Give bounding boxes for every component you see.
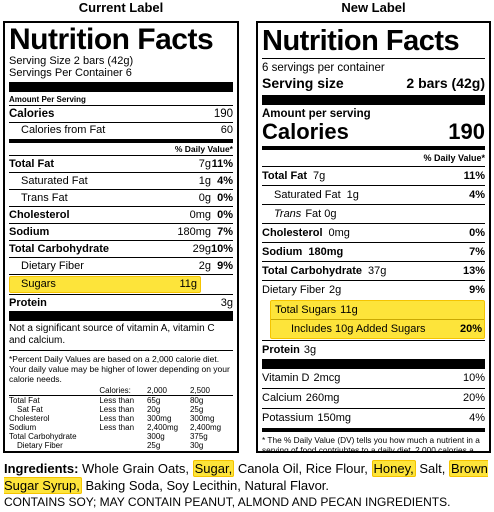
- ingredient-text: Whole Grain Oats,: [82, 461, 189, 476]
- current-serving-size: Serving Size 2 bars (42g): [9, 55, 134, 67]
- ingredients-label: Ingredients:: [4, 461, 79, 476]
- new-label-header: New Label: [341, 0, 406, 15]
- new-calcium-row: Calcium 260mg 20%: [262, 388, 485, 408]
- new-vitamin-d-row: Vitamin D 2mcg 10%: [262, 372, 485, 384]
- current-trans-fat-row: Trans Fat 0g 0%: [9, 189, 233, 206]
- current-vitamins-note: Not a significant source of vitamin A, v…: [9, 311, 233, 350]
- new-dv-header: % Daily Value*: [262, 146, 485, 166]
- current-sodium-row: Sodium 180mg 7%: [9, 223, 233, 240]
- current-sugars-row: Sugars 11g: [9, 276, 201, 293]
- new-cholesterol-row: Cholesterol 0mg 0%: [262, 223, 485, 242]
- highlighted-sugar: Sugar,: [192, 460, 235, 477]
- new-protein-row: Protein 3g: [262, 340, 485, 359]
- new-fiber-row: Dietary Fiber 2g 9%: [262, 280, 485, 299]
- new-footnote: * The % Daily Value (DV) tells you how m…: [262, 428, 485, 451]
- current-protein-row: Protein 3g: [9, 294, 233, 311]
- ingredient-text: Canola Oil, Rice Flour,: [237, 461, 368, 476]
- new-title: Nutrition Facts: [262, 25, 460, 57]
- new-trans-fat-row: Trans Fat 0g: [262, 204, 485, 223]
- new-added-sugars-row: Includes 10g Added Sugars 20%: [271, 319, 484, 338]
- table-row: Sat Fat Less than 20g 25g: [17, 405, 204, 414]
- new-serving-size-row: Serving size 2 bars (42g): [262, 75, 485, 91]
- new-nutrition-label: Nutrition Facts 6 servings per container…: [256, 21, 491, 453]
- current-sat-fat-row: Saturated Fat 1g 4%: [9, 172, 233, 189]
- new-calories-row: Calories 190: [262, 119, 485, 144]
- current-fiber-row: Dietary Fiber 2g 9%: [9, 257, 233, 274]
- new-sugars-highlight: Total Sugars 11g Includes 10g Added Sugar…: [270, 300, 485, 339]
- new-amount-per-serving: Amount per serving: [262, 95, 485, 121]
- new-total-fat-row: Total Fat 7g 11%: [262, 166, 485, 185]
- table-row: Sodium Less than 2,400mg 2,400mg: [9, 423, 222, 432]
- ingredient-text: Baking Soda, Soy Lecithin, Natural Flavo…: [85, 478, 330, 493]
- new-sodium-row: Sodium 180mg 7%: [262, 242, 485, 261]
- table-row: Dietary Fiber 25g 30g: [17, 441, 204, 450]
- table-row: Total Fat Less than 65g 80g: [9, 396, 204, 405]
- current-amount-per-serving: Amount Per Serving: [9, 82, 233, 105]
- new-servings-per-container: 6 servings per container: [262, 58, 485, 75]
- new-sat-fat-row: Saturated Fat 1g 4%: [262, 185, 485, 204]
- table-row: Cholesterol Less than 300mg 300mg: [9, 414, 215, 423]
- current-nutrition-label: Nutrition Facts Serving Size 2 bars (42g…: [3, 21, 239, 453]
- current-total-fat-row: Total Fat 7g11%: [9, 155, 233, 172]
- current-calories-row: Calories 190: [9, 105, 233, 122]
- new-total-carb-row: Total Carbohydrate 37g 13%: [262, 261, 485, 280]
- current-dv-reference-table: Calories: 2,000 2,500 Total Fat Less than 65…: [9, 386, 233, 450]
- current-footnote: *Percent Daily Values are based on a 2,0…: [9, 350, 233, 384]
- current-label-header: Current Label: [78, 0, 164, 15]
- current-title: Nutrition Facts: [9, 23, 214, 56]
- current-dv-header: % Daily Value*: [9, 139, 233, 155]
- ingredient-text: Salt,: [419, 461, 446, 476]
- ingredients-list: Ingredients: Whole Grain Oats, Sugar, Ca…: [4, 460, 492, 494]
- current-servings-per-container: Servings Per Container 6: [9, 67, 132, 79]
- new-total-sugars-row: Total Sugars 11g: [275, 304, 358, 316]
- ingredients-statement: Ingredients: Whole Grain Oats, Sugar, Ca…: [4, 460, 492, 510]
- current-cholesterol-row: Cholesterol 0mg 0%: [9, 206, 233, 223]
- current-total-carb-row: Total Carbohydrate 29g10%: [9, 240, 233, 257]
- new-potassium-row: Potassium 150mg 4%: [262, 408, 485, 428]
- allergen-statement: CONTAINS SOY; MAY CONTAIN PEANUT, ALMOND…: [4, 495, 451, 509]
- current-calories-from-fat-row: Calories from Fat 60: [9, 122, 233, 138]
- highlighted-honey: Honey,: [371, 460, 416, 477]
- table-row: Total Carbohydrate 300g 375g: [9, 432, 208, 441]
